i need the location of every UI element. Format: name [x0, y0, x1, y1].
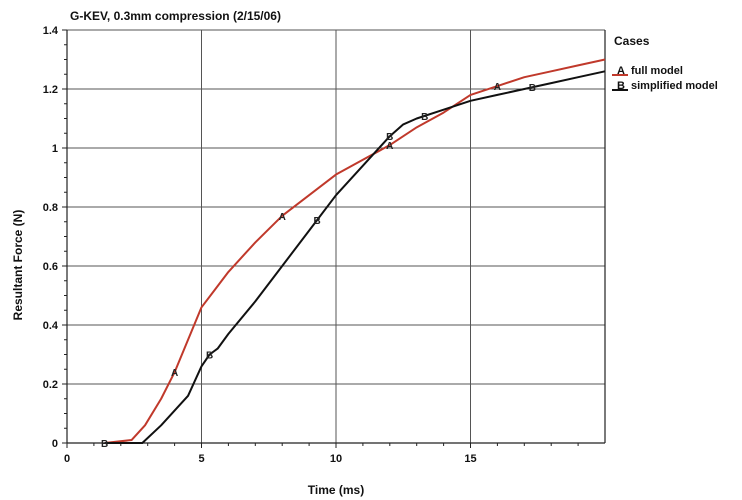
series-marker-b: B: [386, 132, 393, 143]
legend-title: Cases: [614, 34, 650, 48]
y-tick-label: 0.4: [43, 320, 59, 332]
x-tick-label: 0: [64, 453, 70, 465]
y-tick-label: 0.6: [43, 261, 58, 273]
series-marker-a: A: [279, 212, 286, 223]
series-marker-b: B: [206, 351, 213, 362]
series-line-b: [104, 70, 606, 444]
y-tick-label: 1.4: [43, 25, 59, 37]
grid: [67, 29, 605, 443]
ticks: 0 5 10 15 0 0.2 0.4 0.6 0.8 1 1.2 1.4: [43, 25, 579, 465]
series-marker-a: A: [171, 368, 178, 379]
y-axis-label: Resultant Force (N): [11, 210, 25, 321]
legend-marker-a: A: [617, 65, 625, 77]
series-marker-b: B: [314, 216, 321, 227]
series-marker-a: A: [386, 141, 393, 152]
legend-label-b: simplified model: [631, 80, 718, 92]
series-layer: [104, 58, 606, 444]
legend-label-a: full model: [631, 65, 683, 77]
y-tick-label: 0.2: [43, 379, 58, 391]
series-line-a: [104, 58, 606, 444]
chart-title: G-KEV, 0.3mm compression (2/15/06): [70, 9, 281, 23]
legend-marker-b: B: [617, 80, 625, 92]
series-marker-b: B: [101, 439, 108, 450]
x-tick-label: 15: [464, 453, 476, 465]
x-axis-label: Time (ms): [308, 483, 364, 497]
y-tick-label: 1: [52, 143, 58, 155]
x-tick-label: 10: [330, 453, 342, 465]
series-marker-b: B: [529, 83, 536, 94]
y-tick-label: 0.8: [43, 202, 58, 214]
y-tick-label: 1.2: [43, 84, 58, 96]
x-tick-label: 5: [198, 453, 204, 465]
series-marker-b: B: [421, 112, 428, 123]
series-marker-a: A: [494, 82, 501, 93]
y-tick-label: 0: [52, 438, 58, 450]
